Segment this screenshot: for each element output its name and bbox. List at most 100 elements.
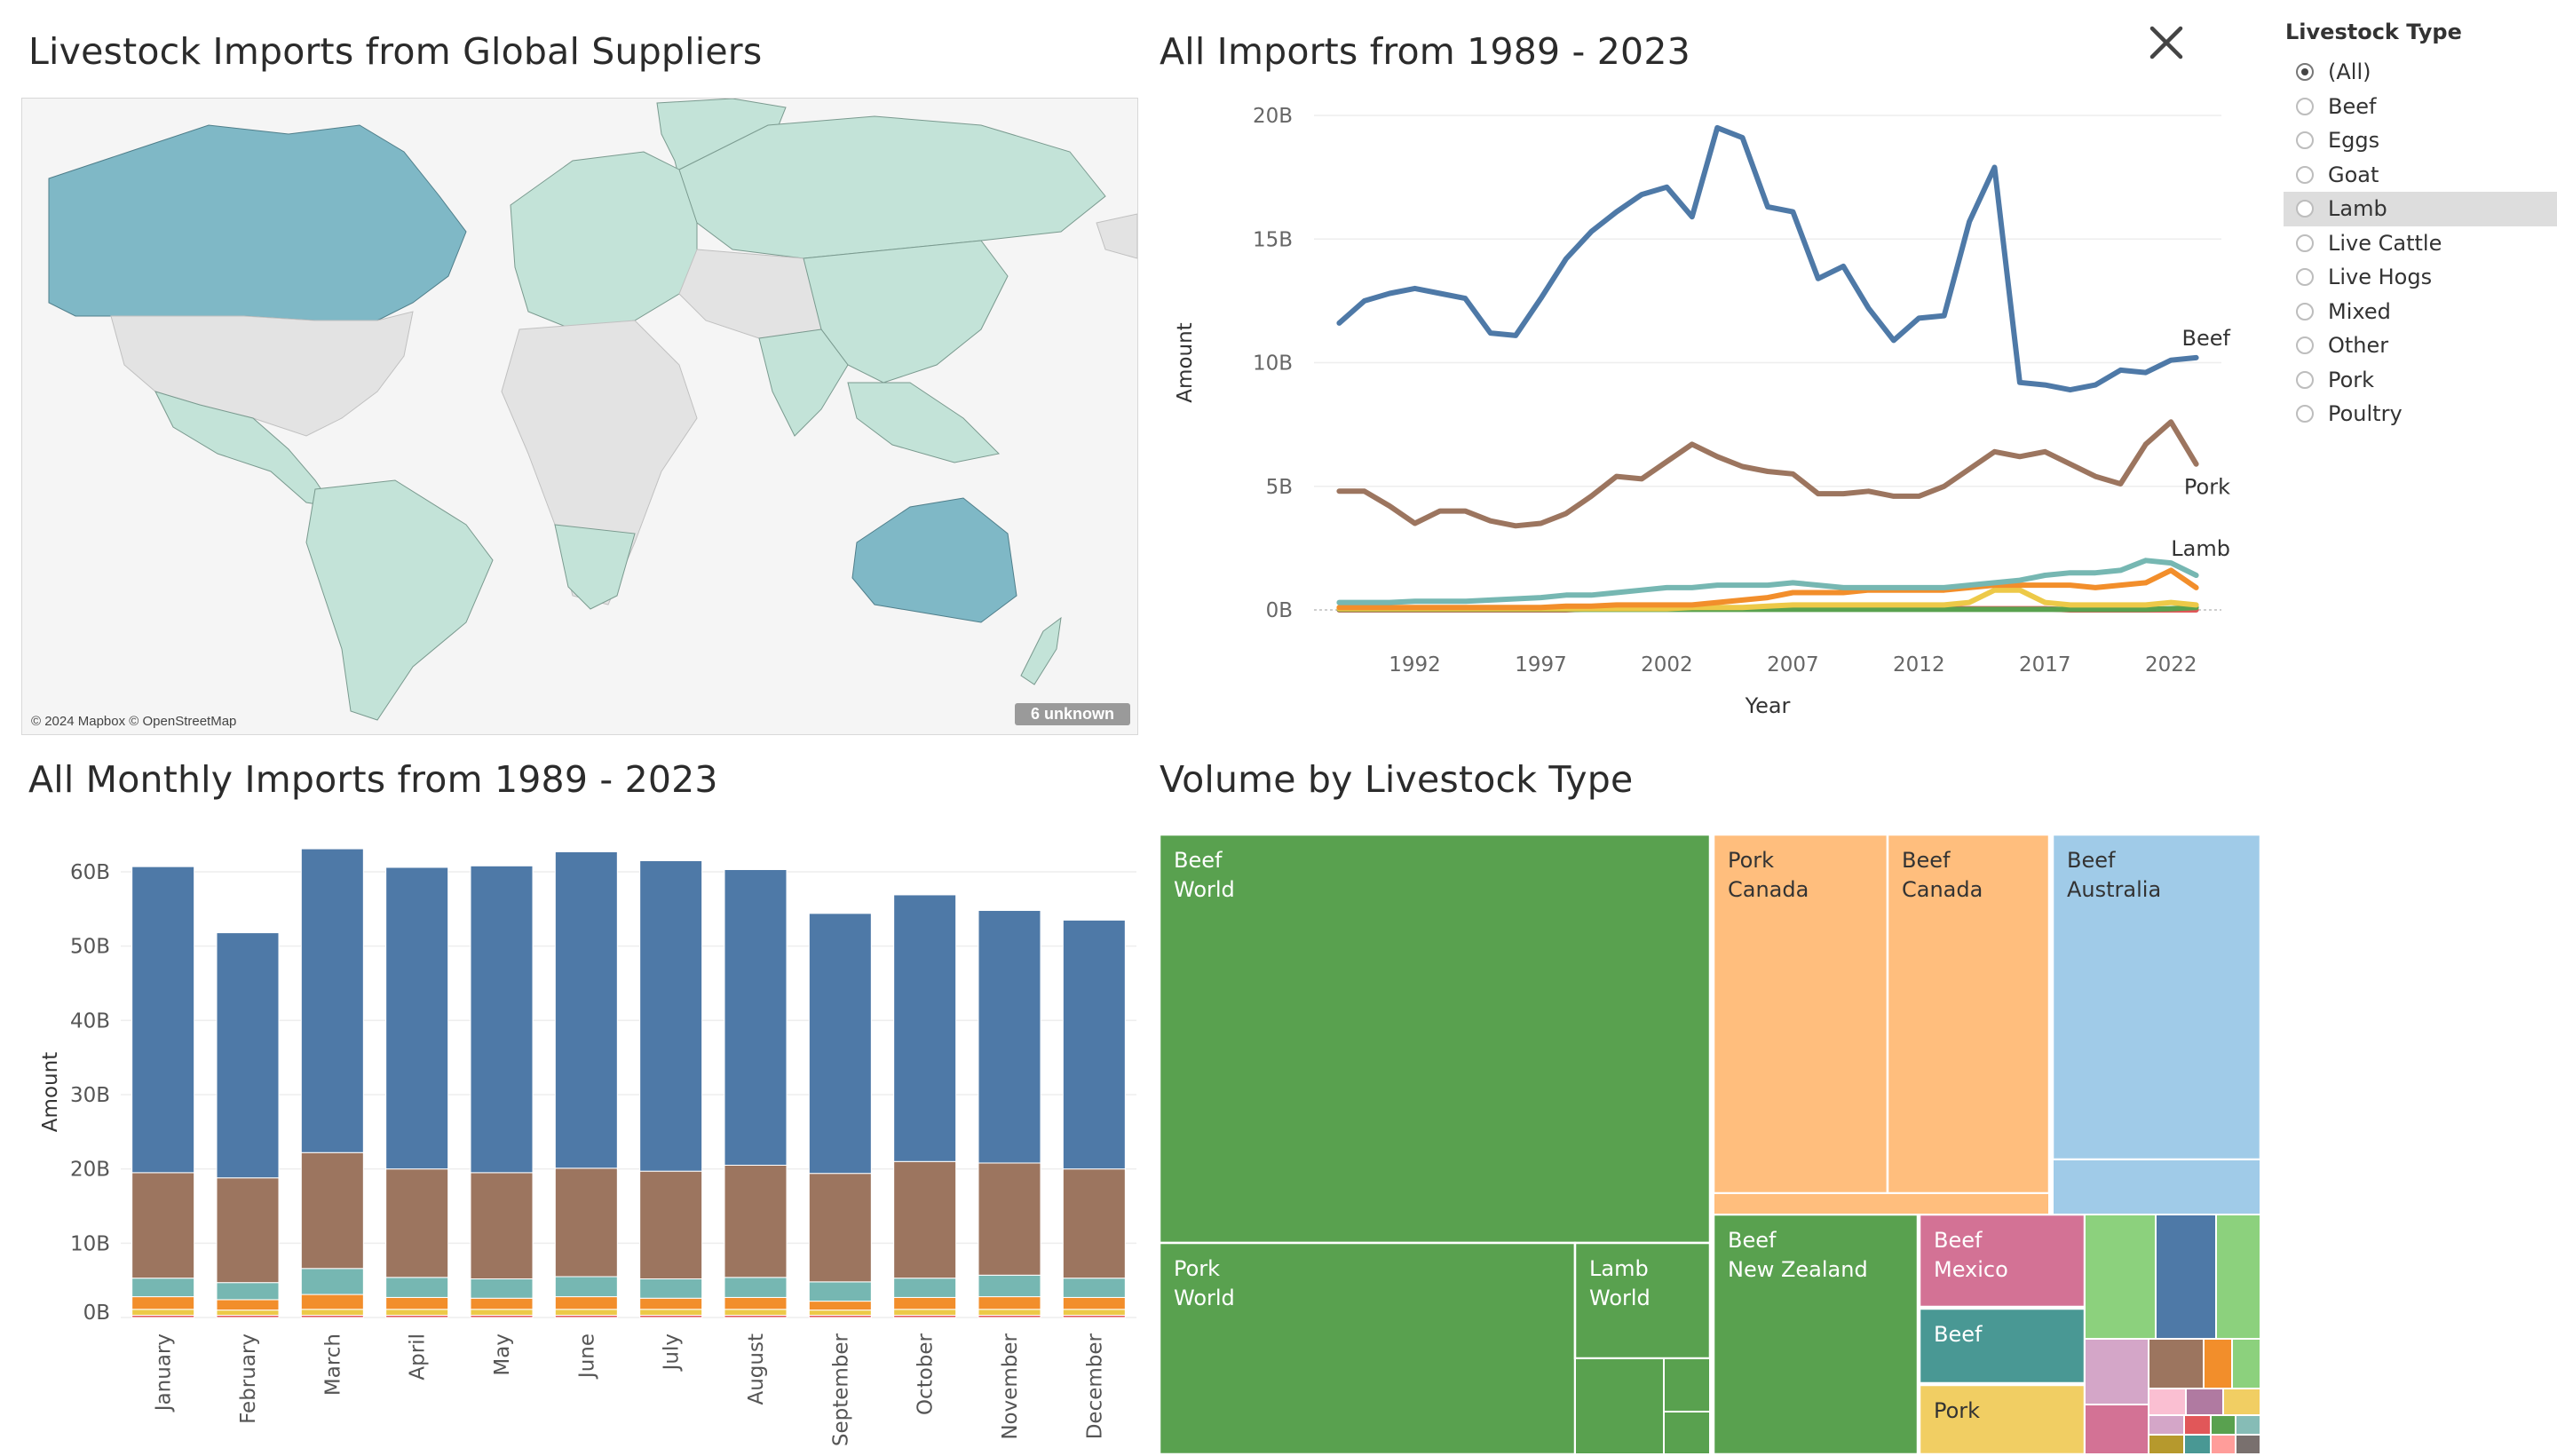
radio-icon[interactable] xyxy=(2296,233,2314,252)
line-series-series-3[interactable] xyxy=(1336,567,2199,611)
treemap-tile-beef-world[interactable] xyxy=(1160,835,1712,1245)
bar-segment[interactable] xyxy=(724,1296,788,1310)
bar-segment[interactable] xyxy=(978,1274,1041,1298)
treemap-tile-minor[interactable] xyxy=(2185,1388,2224,1416)
bar-segment[interactable] xyxy=(893,1309,957,1316)
bar-segment[interactable] xyxy=(1062,919,1126,1170)
bar-segment[interactable] xyxy=(216,1282,280,1301)
bar-segment[interactable] xyxy=(639,1309,703,1316)
filter-option-lamb[interactable]: Lamb xyxy=(2284,192,2557,226)
filter-option-mixed[interactable]: Mixed xyxy=(2284,295,2557,329)
bar-segment[interactable] xyxy=(131,1278,195,1298)
treemap-tile-minor[interactable] xyxy=(1663,1411,1711,1455)
bar-chart[interactable]: 0B 10B 20B 30B 40B 50B 60B Amount January Februar… xyxy=(21,826,1140,1447)
bar-segment[interactable] xyxy=(724,1309,788,1316)
bar-segment[interactable] xyxy=(978,910,1041,1164)
bar-segment[interactable] xyxy=(724,1164,788,1278)
bar-segment[interactable] xyxy=(470,865,534,1174)
bar-segment[interactable] xyxy=(300,1151,364,1270)
treemap-tile-pork-canada[interactable] xyxy=(1712,835,1889,1195)
filter-option-live-hogs[interactable]: Live Hogs xyxy=(2284,260,2557,295)
treemap-tile-minor[interactable] xyxy=(2183,1414,2212,1436)
treemap-tile-beef-mexico[interactable] xyxy=(1918,1213,2086,1309)
map-region-south-asia[interactable] xyxy=(758,328,849,437)
bar-segment[interactable] xyxy=(385,1277,449,1298)
bar-segment[interactable] xyxy=(216,1299,280,1311)
filter-option-goat[interactable]: Goat xyxy=(2284,158,2557,193)
map-region-russia[interactable] xyxy=(678,115,1106,259)
bar-segment[interactable] xyxy=(893,894,957,1162)
bar-segment[interactable] xyxy=(554,851,618,1169)
bar-segment[interactable] xyxy=(554,1167,618,1278)
treemap-tile-lamb-world[interactable] xyxy=(1573,1241,1712,1360)
map-region-australia[interactable] xyxy=(851,497,1017,623)
filter-option-other[interactable]: Other xyxy=(2284,328,2557,363)
radio-icon[interactable] xyxy=(2296,336,2314,355)
bar-segment[interactable] xyxy=(300,1309,364,1316)
bar-segment[interactable] xyxy=(216,1310,280,1316)
bar-segment[interactable] xyxy=(300,1268,364,1295)
bar-segment[interactable] xyxy=(554,1296,618,1310)
bar-segment[interactable] xyxy=(639,1278,703,1299)
treemap-tile-minor[interactable] xyxy=(1663,1357,1711,1412)
bar-segment[interactable] xyxy=(724,868,788,1166)
treemap-tile-minor[interactable] xyxy=(1713,1192,2050,1215)
treemap-tile-minor[interactable] xyxy=(2148,1338,2205,1389)
bar-segment[interactable] xyxy=(724,1277,788,1298)
bar-segment[interactable] xyxy=(131,866,195,1174)
radio-icon[interactable] xyxy=(2296,405,2314,423)
radio-icon[interactable] xyxy=(2296,131,2314,150)
radio-icon[interactable] xyxy=(2296,200,2314,218)
treemap-tile-minor[interactable] xyxy=(2084,1214,2157,1340)
bar-segment[interactable] xyxy=(808,913,872,1175)
radio-icon[interactable] xyxy=(2296,302,2314,320)
close-button[interactable] xyxy=(2140,16,2193,69)
bar-segment[interactable] xyxy=(1062,1309,1126,1316)
bar-segment[interactable] xyxy=(978,1162,1041,1276)
treemap-tile-beef-8[interactable] xyxy=(1918,1307,2086,1385)
bar-segment[interactable] xyxy=(300,1294,364,1310)
bar-segment[interactable] xyxy=(554,1309,618,1316)
treemap-tile-minor[interactable] xyxy=(2235,1414,2261,1436)
filter-option-live-cattle[interactable]: Live Cattle xyxy=(2284,226,2557,261)
treemap-tile-minor[interactable] xyxy=(2052,1159,2261,1215)
bar-segment[interactable] xyxy=(131,1309,195,1316)
bar-segment[interactable] xyxy=(470,1297,534,1310)
radio-icon[interactable] xyxy=(2296,165,2314,184)
bar-segment[interactable] xyxy=(385,1168,449,1278)
bar-segment[interactable] xyxy=(470,1278,534,1299)
treemap-tile-minor[interactable] xyxy=(2148,1434,2185,1455)
bar-segment[interactable] xyxy=(1062,1278,1126,1298)
treemap-tile-minor[interactable] xyxy=(2148,1388,2187,1416)
line-series-pork[interactable] xyxy=(1336,419,2199,529)
treemap-tile-minor[interactable] xyxy=(2155,1214,2217,1340)
radio-icon[interactable] xyxy=(2296,268,2314,287)
filter-option-poultry[interactable]: Poultry xyxy=(2284,397,2557,431)
map-region-new-zealand[interactable] xyxy=(1020,616,1062,685)
line-series-lamb[interactable] xyxy=(1336,558,2199,605)
world-map[interactable]: © 2024 Mapbox © OpenStreetMap 6 unknown xyxy=(21,98,1138,735)
bar-segment[interactable] xyxy=(216,1177,280,1284)
bar-segment[interactable] xyxy=(300,848,364,1153)
treemap-tile-minor[interactable] xyxy=(1574,1357,1665,1455)
treemap-tile-minor[interactable] xyxy=(2231,1338,2261,1389)
bar-segment[interactable] xyxy=(808,1310,872,1316)
radio-icon[interactable] xyxy=(2296,97,2314,115)
treemap-tile-minor[interactable] xyxy=(2148,1414,2185,1436)
bar-segment[interactable] xyxy=(978,1296,1041,1310)
bar-segment[interactable] xyxy=(385,1296,449,1310)
treemap[interactable]: Beef World Pork World Lamb World Pork Canada Bee… xyxy=(1160,835,2269,1456)
bar-segment[interactable] xyxy=(639,859,703,1172)
bar-segment[interactable] xyxy=(893,1278,957,1298)
map-region-southeast-asia[interactable] xyxy=(847,382,1001,463)
line-chart[interactable]: 0B 5B 10B 15B 20B 1992 1997 2002 2007 2012 2017 202… xyxy=(1154,89,2291,746)
map-region-europe[interactable] xyxy=(510,151,698,330)
treemap-tile-pork-world[interactable] xyxy=(1160,1241,1577,1456)
bar-segment[interactable] xyxy=(470,1309,534,1316)
treemap-tile-minor[interactable] xyxy=(2203,1338,2233,1389)
radio-icon[interactable] xyxy=(2296,370,2314,389)
map-region-southern-africa[interactable] xyxy=(554,524,636,610)
treemap-tile-minor[interactable] xyxy=(2183,1434,2212,1455)
treemap-tile-minor[interactable] xyxy=(2084,1404,2149,1455)
bar-segment[interactable] xyxy=(893,1160,957,1279)
